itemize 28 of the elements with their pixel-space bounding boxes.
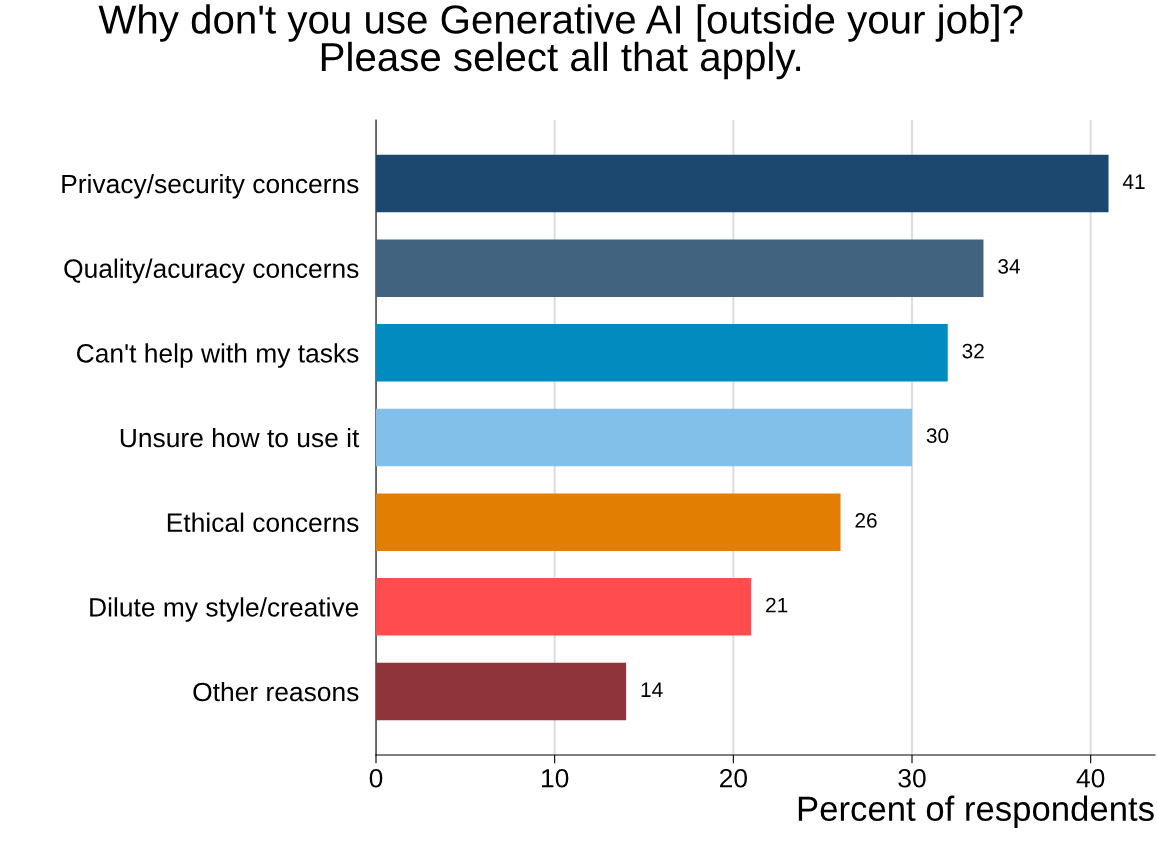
data-label: 14 [641,682,663,697]
x-tick-label: 40 [1076,768,1105,788]
y-tick-label: Dilute my style/creative [90,597,359,622]
y-tick-label: Other reasons [193,681,359,702]
y-tick-label: Quality/acuracy concerns [64,258,359,284]
bar [376,493,841,551]
bar [376,578,752,636]
x-tick-label: 20 [719,768,747,788]
y-tick-label: Privacy/security concerns [62,173,359,199]
chart-title: Why don't you use Generative AI [outside your job]? Please select all that apply. [98,4,1023,80]
x-tick-label: 10 [542,768,569,788]
data-label: 26 [855,513,877,528]
y-tick-label: Unsure how to use it [120,427,360,448]
y-tick-label: Can't help with my tasks [76,343,359,368]
data-label: 34 [998,259,1020,274]
x-axis-title: Percent of respondents [798,795,1154,828]
x-tick-label: 0 [369,768,383,788]
x-tick-label: 30 [898,768,926,788]
data-label: 21 [766,597,788,613]
data-label: 30 [926,428,949,444]
bar [376,324,948,382]
data-label: 41 [1122,174,1145,189]
bar [376,662,627,721]
y-tick-label: Ethical concerns [167,512,359,532]
data-label: 32 [962,343,984,359]
bar [376,408,913,467]
bar [376,154,1109,213]
bar [376,239,984,297]
